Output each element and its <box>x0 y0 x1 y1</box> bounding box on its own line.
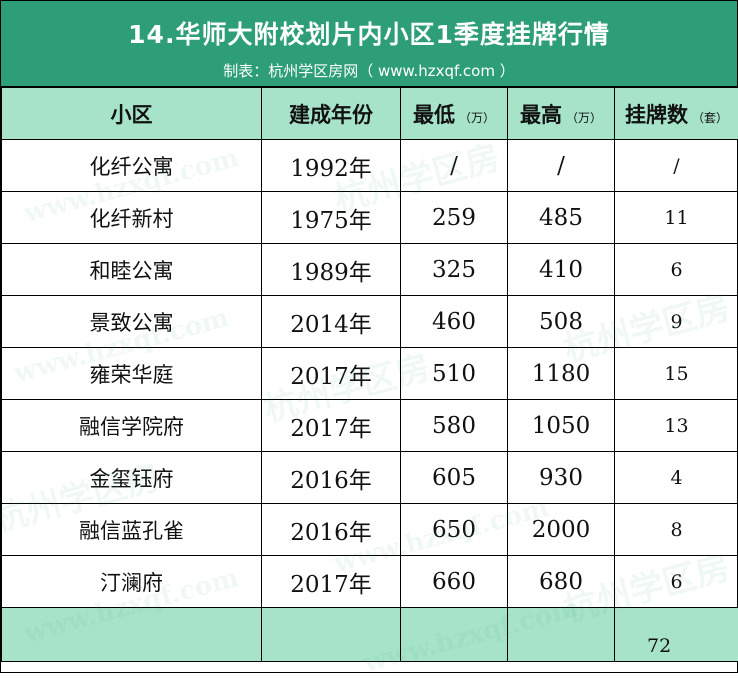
cell-community: 和睦公寓 <box>2 244 262 296</box>
cell-max-price: 1180 <box>508 348 615 400</box>
cell-max-price: 508 <box>508 296 615 348</box>
col-header-max: 最高（万） <box>508 88 615 140</box>
cell-year: 1975年 <box>262 192 401 244</box>
cell-min-price: 660 <box>401 556 508 608</box>
title-banner: 14.华师大附校划片内小区1季度挂牌行情 制表：杭州学区房网（ www.hzxq… <box>1 1 737 87</box>
total-cell-empty <box>508 608 615 662</box>
cell-max-price: 485 <box>508 192 615 244</box>
cell-listing-count: 9 <box>615 296 738 348</box>
col-header-year: 建成年份 <box>262 88 401 140</box>
cell-community: 汀澜府 <box>2 556 262 608</box>
cell-min-price: 650 <box>401 504 508 556</box>
cell-year: 2014年 <box>262 296 401 348</box>
cell-min-price: / <box>401 140 508 192</box>
total-count: 72 <box>615 608 738 662</box>
cell-max-price: / <box>508 140 615 192</box>
cell-listing-count: 13 <box>615 400 738 452</box>
cell-community: 化纤新村 <box>2 192 262 244</box>
cell-year: 2017年 <box>262 400 401 452</box>
table-title: 14.华师大附校划片内小区1季度挂牌行情 <box>1 1 737 51</box>
cell-max-price: 2000 <box>508 504 615 556</box>
cell-listing-count: 15 <box>615 348 738 400</box>
cell-max-price: 680 <box>508 556 615 608</box>
cell-year: 2017年 <box>262 348 401 400</box>
cell-community: 化纤公寓 <box>2 140 262 192</box>
cell-year: 2017年 <box>262 556 401 608</box>
table-subtitle: 制表：杭州学区房网（ www.hzxqf.com ） <box>1 60 737 81</box>
col-header-community: 小区 <box>2 88 262 140</box>
col-header-min: 最低（万） <box>401 88 508 140</box>
cell-listing-count: 11 <box>615 192 738 244</box>
cell-community: 融信学院府 <box>2 400 262 452</box>
cell-listing-count: 8 <box>615 504 738 556</box>
cell-min-price: 605 <box>401 452 508 504</box>
cell-listing-count: 6 <box>615 556 738 608</box>
cell-listing-count: 6 <box>615 244 738 296</box>
total-row: 72 <box>2 608 738 662</box>
cell-max-price: 410 <box>508 244 615 296</box>
total-cell-empty <box>2 608 262 662</box>
cell-community: 雍荣华庭 <box>2 348 262 400</box>
cell-min-price: 460 <box>401 296 508 348</box>
col-header-count: 挂牌数（套） <box>615 88 738 140</box>
cell-listing-count: 4 <box>615 452 738 504</box>
cell-year: 1992年 <box>262 140 401 192</box>
cell-min-price: 510 <box>401 348 508 400</box>
cell-community: 金玺钰府 <box>2 452 262 504</box>
cell-community: 融信蓝孔雀 <box>2 504 262 556</box>
cell-min-price: 580 <box>401 400 508 452</box>
cell-listing-count: / <box>615 140 738 192</box>
total-cell-empty <box>262 608 401 662</box>
cell-min-price: 325 <box>401 244 508 296</box>
cell-year: 2016年 <box>262 452 401 504</box>
cell-max-price: 1050 <box>508 400 615 452</box>
cell-year: 1989年 <box>262 244 401 296</box>
cell-max-price: 930 <box>508 452 615 504</box>
table-header-row: 小区 建成年份 最低（万） 最高（万） 挂牌数（套） <box>2 88 738 140</box>
cell-year: 2016年 <box>262 504 401 556</box>
cell-min-price: 259 <box>401 192 508 244</box>
total-cell-empty <box>401 608 508 662</box>
cell-community: 景致公寓 <box>2 296 262 348</box>
